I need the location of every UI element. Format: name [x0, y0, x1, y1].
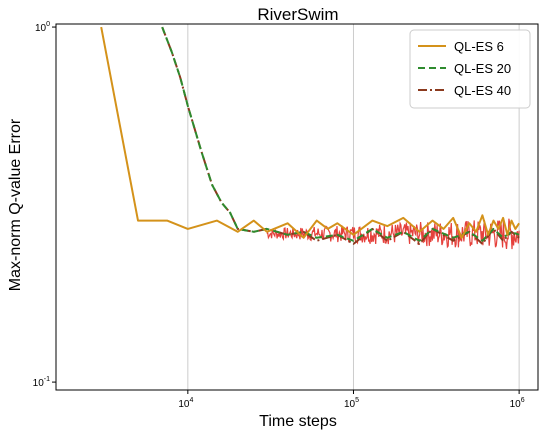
series-line-0	[100, 26, 520, 239]
legend-box	[409, 29, 531, 109]
x-tick-label-1: 105	[344, 397, 359, 410]
x-tick-label-0: 104	[178, 397, 193, 410]
series-layer	[100, 26, 520, 250]
series-line-2	[161, 26, 520, 245]
y-tick-label-0: 100	[35, 21, 50, 34]
series-line-1	[161, 26, 520, 242]
legend-label-2: QL-ES 40	[454, 83, 511, 98]
plot-frame	[55, 23, 539, 391]
legend: QL-ES 6 QL-ES 20 QL-ES 40	[409, 29, 531, 109]
tick-layer: 104 105 106 100 10-1	[33, 21, 525, 410]
legend-label-0: QL-ES 6	[454, 39, 504, 54]
legend-label-1: QL-ES 20	[454, 61, 511, 76]
y-axis-label: Max-norm Q-value Error	[7, 118, 24, 291]
x-tick-label-2: 106	[510, 397, 525, 410]
chart-title: RiverSwim	[257, 5, 338, 24]
x-axis-label: Time steps	[259, 413, 337, 430]
y-tick-label-1: 10-1	[33, 376, 50, 389]
